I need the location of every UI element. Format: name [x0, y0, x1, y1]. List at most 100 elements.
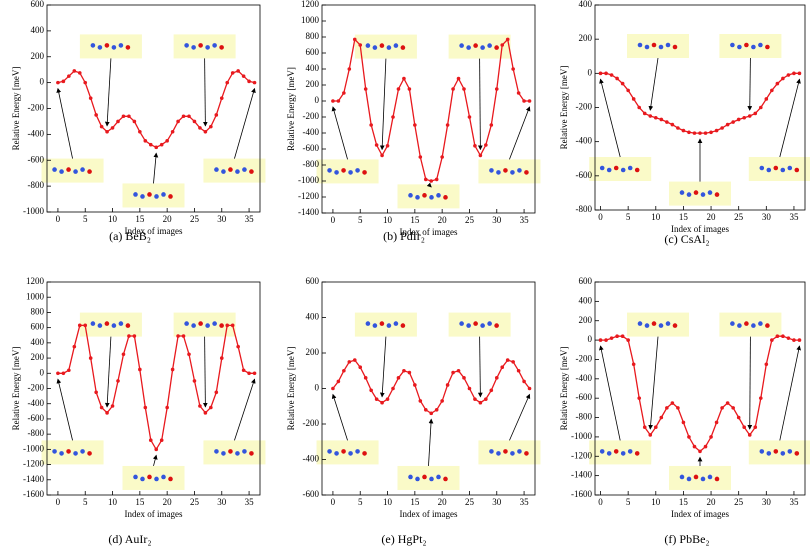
atom — [235, 169, 240, 174]
y-tick-label: 400 — [306, 312, 320, 322]
atom — [219, 45, 224, 50]
data-point — [467, 386, 472, 391]
data-point — [429, 179, 434, 183]
data-point — [132, 334, 137, 338]
data-point — [385, 397, 390, 401]
y-tick-label: 1200 — [26, 276, 45, 286]
data-point — [77, 71, 82, 75]
structure-inset — [748, 440, 810, 465]
atom — [773, 449, 779, 454]
data-point — [181, 114, 186, 119]
data-point — [456, 368, 461, 373]
data-point — [192, 379, 197, 383]
atom — [147, 192, 152, 197]
data-point — [88, 356, 93, 360]
data-point — [358, 43, 363, 47]
data-point — [731, 120, 735, 124]
atom — [87, 169, 92, 174]
atom — [480, 323, 485, 328]
arrow — [379, 336, 387, 398]
data-point — [363, 376, 368, 380]
y-tick-label: -200 — [576, 102, 593, 112]
x-tick-label: 0 — [598, 497, 603, 507]
data-point — [214, 113, 219, 117]
data-point — [698, 131, 702, 135]
x-tick-label: 20 — [707, 212, 717, 222]
atom — [66, 167, 71, 172]
data-point — [676, 126, 680, 130]
data-point — [615, 76, 619, 81]
y-tick-label: 1000 — [26, 291, 45, 301]
atom — [686, 476, 692, 482]
atom — [118, 321, 124, 326]
data-point — [659, 415, 664, 420]
data-point — [230, 71, 235, 75]
data-point — [725, 401, 730, 405]
atom — [634, 167, 640, 173]
data-point — [192, 119, 197, 124]
x-tick-label: 5 — [626, 497, 631, 507]
data-point — [380, 153, 384, 158]
x-tick-label: 10 — [383, 497, 393, 507]
data-point — [94, 113, 98, 117]
caption: (d) AuIr₂ — [108, 532, 151, 546]
y-tick-label: -400 — [28, 128, 45, 138]
atom — [487, 321, 492, 326]
structure-inset — [41, 158, 104, 183]
data-point — [758, 105, 763, 110]
data-point — [698, 449, 702, 454]
data-point — [380, 400, 384, 405]
x-tick-label: 30 — [492, 215, 502, 225]
atom — [489, 168, 494, 173]
data-point — [209, 124, 213, 129]
data-point — [451, 87, 455, 91]
y-tick-label: 600 — [579, 276, 593, 286]
y-tick-label: 200 — [31, 352, 45, 362]
data-point — [407, 87, 412, 91]
data-point — [342, 91, 346, 95]
atom — [787, 165, 793, 171]
data-point — [736, 415, 741, 420]
data-point — [187, 352, 191, 357]
y-tick-label: -1400 — [571, 470, 592, 480]
atom — [80, 167, 85, 172]
atom — [334, 451, 339, 456]
data-point — [642, 425, 647, 430]
atom — [627, 449, 633, 454]
atom — [517, 168, 522, 173]
data-point — [241, 368, 246, 373]
atom — [379, 43, 385, 48]
caption: (c) CsAl₂ — [664, 232, 709, 246]
atom — [693, 474, 699, 480]
data-point — [99, 124, 104, 129]
x-tick-label: 0 — [56, 214, 61, 224]
x-tick-label: 30 — [217, 497, 227, 507]
structure-inset — [203, 158, 266, 183]
atom — [355, 449, 360, 454]
arrow — [747, 57, 753, 111]
arrow — [56, 87, 73, 159]
structure-inset — [79, 34, 142, 59]
data-point — [187, 114, 191, 119]
atom — [59, 169, 64, 174]
data-point — [615, 334, 619, 339]
data-point — [781, 76, 785, 81]
caption: (a) BeB₂ — [109, 229, 151, 243]
atom — [707, 190, 713, 195]
atom — [97, 323, 103, 328]
data-point — [99, 405, 104, 410]
atom — [393, 43, 399, 48]
panel: -1400-1200-1000-800-600-400-200020040060… — [286, 0, 541, 243]
data-point — [413, 123, 417, 127]
panel: -1600-1400-1200-1000-800-600-400-2000200… — [559, 276, 810, 546]
y-tick-label: 0 — [40, 367, 45, 377]
atom — [87, 451, 92, 456]
data-point — [764, 97, 769, 101]
data-point — [336, 99, 341, 103]
y-tick-label: -200 — [28, 103, 45, 113]
arrow — [202, 336, 208, 408]
data-point — [753, 425, 758, 430]
data-point — [648, 114, 653, 118]
data-point — [56, 371, 60, 376]
structure-inset — [669, 181, 731, 206]
